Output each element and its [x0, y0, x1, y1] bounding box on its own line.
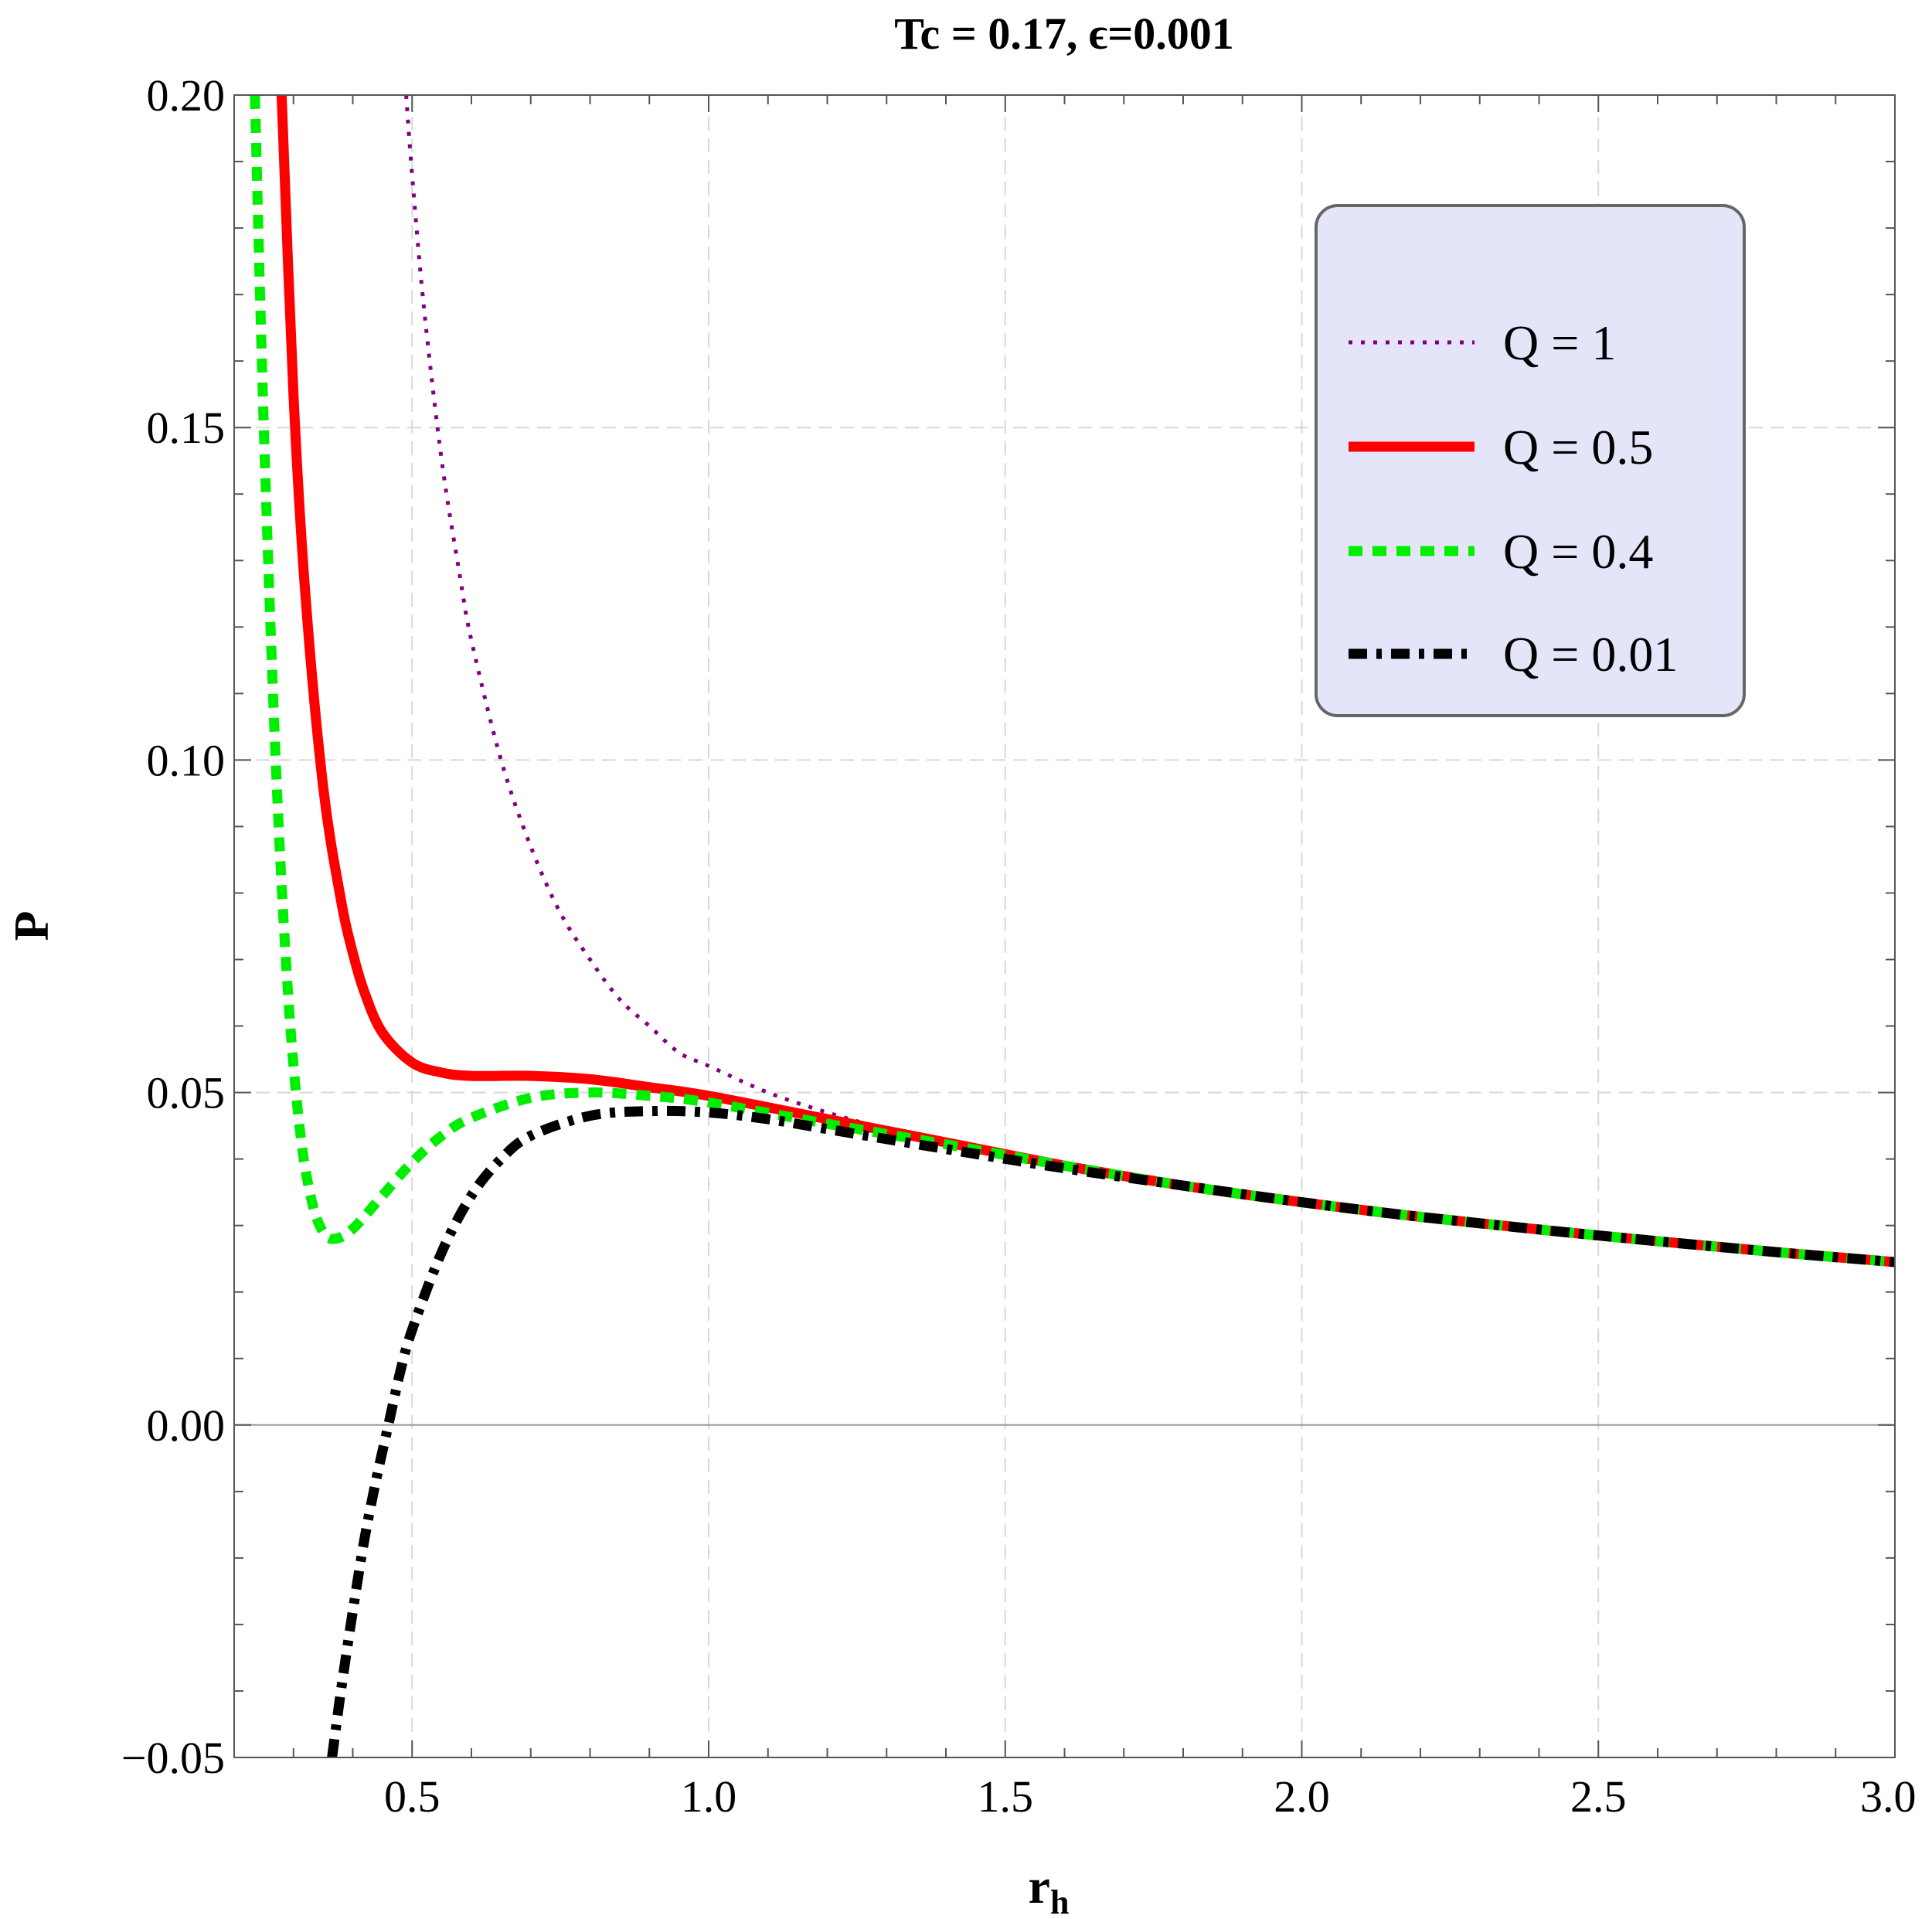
- x-tick-label: 2.0: [1274, 1771, 1330, 1822]
- y-axis-label: P: [4, 910, 59, 941]
- x-axis-label-subscript: h: [1050, 1883, 1069, 1919]
- legend-label-3: Q = 0.4: [1503, 524, 1653, 579]
- chart-title: Tc = 0.17, ϵ=0.001: [894, 9, 1234, 59]
- axis-tick-labels: 0.5 1.0 1.5 2.0 2.5 3.0 −0.05 0.00 0.05 0.10 0.15 0…: [121, 70, 1917, 1822]
- x-axis-label-main: r: [1029, 1859, 1050, 1914]
- y-tick-label: 0.00: [147, 1400, 226, 1451]
- x-tick-label: 3.0: [1860, 1771, 1917, 1822]
- y-tick-label: 0.10: [147, 735, 226, 785]
- x-tick-label: 2.5: [1570, 1771, 1627, 1822]
- legend-items: Q = 1 Q = 0.5 Q = 0.4 Q = 0.01: [1349, 315, 1678, 682]
- legend-label-1: Q = 1: [1503, 315, 1616, 370]
- y-tick-label: 0.15: [147, 403, 226, 453]
- legend-label-2: Q = 0.5: [1503, 420, 1653, 475]
- legend: Q = 1 Q = 0.5 Q = 0.4 Q = 0.01: [1315, 204, 1746, 717]
- x-tick-label: 1.5: [978, 1771, 1034, 1822]
- y-tick-label: 0.05: [147, 1068, 226, 1118]
- y-tick-label: −0.05: [121, 1733, 225, 1783]
- x-tick-label: 1.0: [681, 1771, 737, 1822]
- axis-ticks: [233, 94, 1896, 1758]
- legend-label-4: Q = 0.01: [1503, 627, 1678, 682]
- grid: [234, 95, 1895, 1757]
- series-line-1: [404, 95, 1895, 1264]
- y-tick-label: 0.20: [147, 70, 226, 121]
- series-line-4: [327, 1105, 1895, 1757]
- x-tick-label: 0.5: [384, 1771, 440, 1822]
- x-axis-label: rh: [1029, 1859, 1070, 1919]
- series-group: [250, 95, 1895, 1757]
- legend-box: [1315, 204, 1746, 717]
- series-line-3: [250, 95, 1895, 1267]
